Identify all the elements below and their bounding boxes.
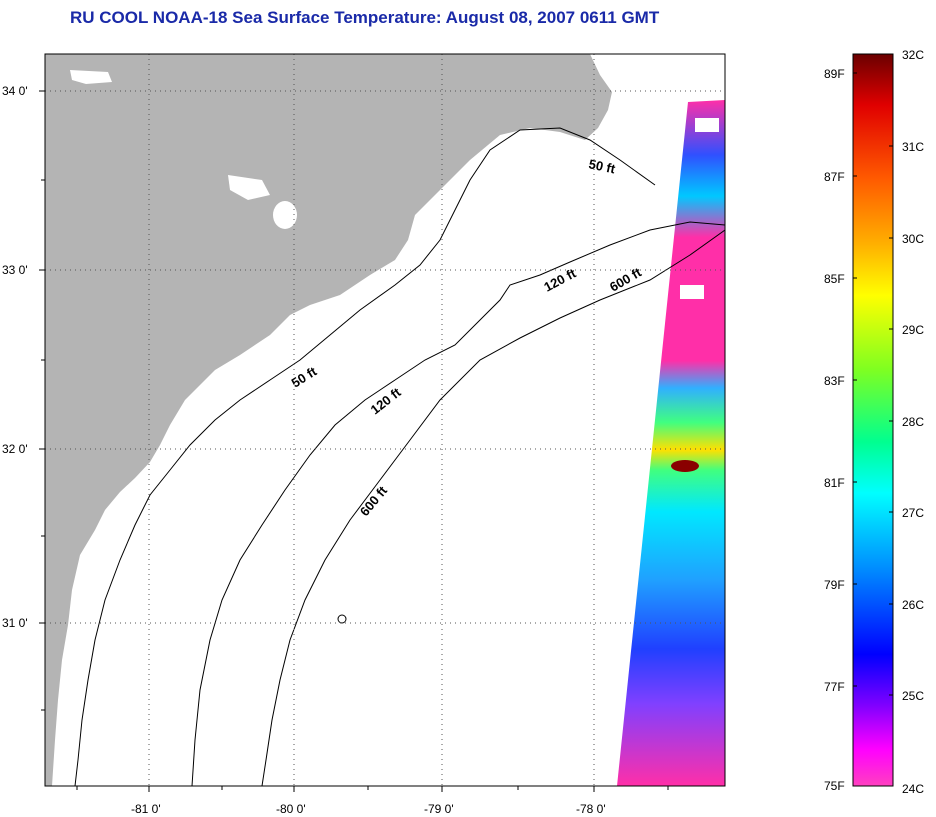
cb-c-28: 28C bbox=[902, 415, 924, 429]
cb-c-26: 26C bbox=[902, 598, 924, 612]
cb-c-29: 29C bbox=[902, 323, 924, 337]
cloud-gap-1 bbox=[695, 118, 719, 132]
lat-label-33: 33 0' bbox=[2, 263, 28, 277]
contour-600ft bbox=[261, 229, 725, 786]
lon-label-80: -80 0' bbox=[276, 802, 306, 816]
land-mass bbox=[45, 54, 612, 786]
cb-f-81: 81F bbox=[824, 476, 845, 490]
axis-ticks bbox=[39, 90, 669, 792]
lake-1 bbox=[273, 201, 297, 229]
warm-spot bbox=[671, 460, 699, 472]
contour-120ft bbox=[191, 221, 725, 786]
cb-f-87: 87F bbox=[824, 170, 845, 184]
lake-2 bbox=[228, 175, 270, 200]
lat-label-31: 31 0' bbox=[2, 616, 28, 630]
chart-title: RU COOL NOAA-18 Sea Surface Temperature:… bbox=[70, 8, 660, 27]
sst-swath bbox=[617, 100, 725, 786]
colorbar bbox=[852, 53, 894, 787]
contour-50ft bbox=[74, 127, 656, 786]
plot-frame bbox=[44, 53, 726, 787]
lat-label-34: 34 0' bbox=[2, 84, 28, 98]
contour-label-50ft-top: 50 ft bbox=[587, 156, 617, 176]
cb-f-83: 83F bbox=[824, 374, 845, 388]
cb-c-31: 31C bbox=[902, 140, 924, 154]
cb-c-27: 27C bbox=[902, 506, 924, 520]
grid-lines bbox=[45, 54, 725, 786]
lon-label-78: -78 0' bbox=[576, 802, 606, 816]
cb-c-30: 30C bbox=[902, 232, 924, 246]
cb-f-75: 75F bbox=[824, 779, 845, 793]
cb-c-24: 24C bbox=[902, 782, 924, 796]
lon-label-79: -79 0' bbox=[424, 802, 454, 816]
cb-c-25: 25C bbox=[902, 689, 924, 703]
contour-600ft-island bbox=[337, 614, 347, 624]
lon-label-81: -81 0' bbox=[131, 802, 161, 816]
lat-label-32: 32 0' bbox=[2, 442, 28, 456]
lake-3 bbox=[70, 70, 112, 84]
cb-f-79: 79F bbox=[824, 578, 845, 592]
cloud-gap-2 bbox=[680, 285, 704, 299]
cb-c-32: 32C bbox=[902, 48, 924, 62]
cb-f-89: 89F bbox=[824, 67, 845, 81]
colorbar-ticks bbox=[853, 72, 893, 696]
cb-f-77: 77F bbox=[824, 680, 845, 694]
cb-f-85: 85F bbox=[824, 272, 845, 286]
